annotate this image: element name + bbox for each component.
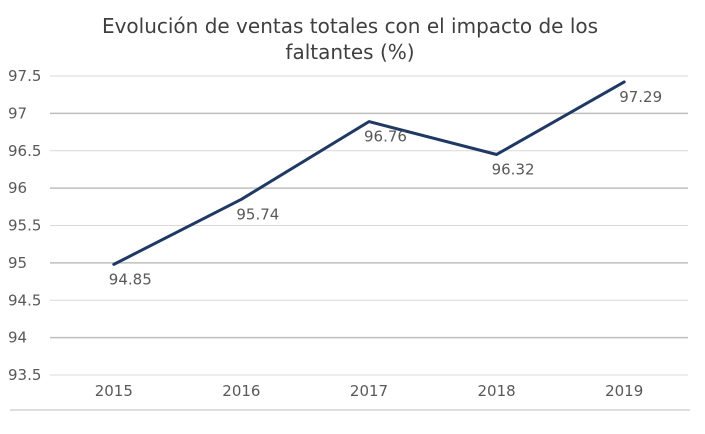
x-tick-label: 2018 [478, 382, 516, 400]
data-label: 96.76 [364, 128, 407, 146]
x-tick-label: 2015 [95, 382, 133, 400]
y-tick-label: 95 [8, 254, 27, 272]
x-axis-ticks: 2015 2016 2017 2018 2019 [95, 382, 644, 400]
data-label: 95.74 [236, 205, 279, 223]
data-label: 94.85 [109, 270, 152, 288]
series-group [112, 80, 626, 266]
y-tick-label: 97.5 [8, 67, 41, 85]
chart-title-line-2: faltantes (%) [285, 40, 414, 64]
chart-title: Evolución de ventas totales con el impac… [102, 14, 598, 64]
data-labels: 94.85 95.74 96.76 96.32 97.29 [109, 88, 662, 288]
data-label: 96.32 [492, 160, 535, 178]
y-tick-label: 94.5 [8, 291, 41, 309]
chart-title-line-1: Evolución de ventas totales con el impac… [102, 14, 598, 38]
y-tick-label: 95.5 [8, 217, 41, 235]
y-axis-ticks: 93.5 94 94.5 95 95.5 96 96.5 97 97.5 [8, 67, 41, 384]
series-line [112, 80, 626, 266]
x-tick-label: 2019 [605, 382, 643, 400]
x-tick-label: 2017 [350, 382, 388, 400]
y-tick-label: 96 [8, 179, 27, 197]
y-tick-label: 96.5 [8, 142, 41, 160]
gridlines [50, 75, 688, 376]
y-tick-label: 93.5 [8, 366, 41, 384]
y-tick-label: 94 [8, 329, 27, 347]
data-label: 97.29 [619, 88, 662, 106]
x-tick-label: 2016 [222, 382, 260, 400]
y-tick-label: 97 [8, 104, 27, 122]
